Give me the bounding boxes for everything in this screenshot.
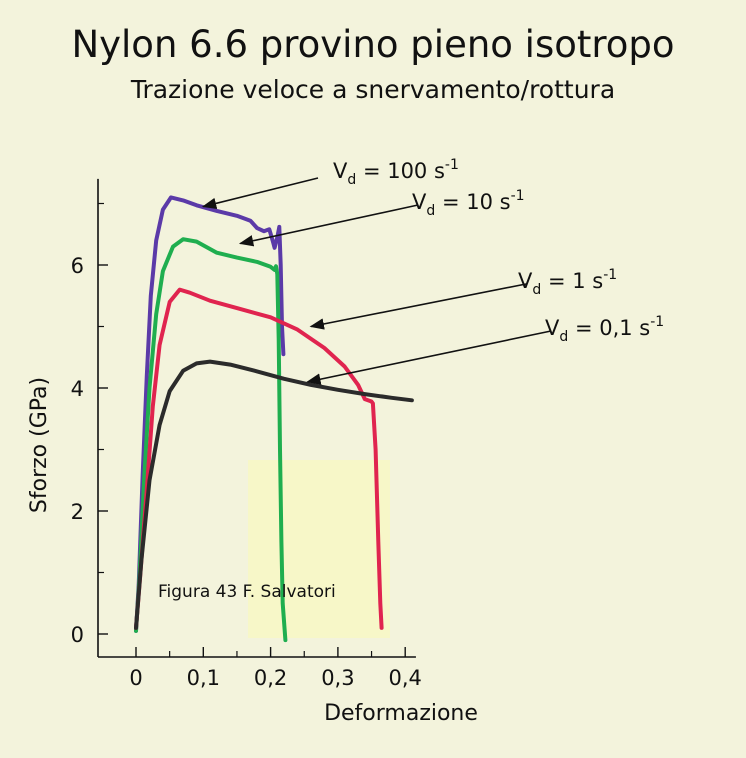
annotation-2: Vd = 10 s-1 (238, 188, 525, 247)
series-line-4 (134, 359, 414, 630)
x-tick-label: 0 (129, 666, 142, 690)
annotation-3: Vd = 1 s-1 (309, 267, 617, 330)
x-tick-label: 0,3 (321, 666, 354, 690)
x-tick-label: 0,2 (254, 666, 287, 690)
annotation-label: Vd = 100 s-1 (333, 157, 459, 188)
chart-title: Nylon 6.6 provino pieno isotropo (71, 23, 674, 66)
x-axis-label: Deformazione (324, 701, 478, 726)
annotation-layer: Vd = 100 s-1Vd = 10 s-1 Vd = 1 s-1 Vd = 0,… (201, 157, 664, 385)
annotation-4: Vd = 0,1 s-1 (306, 314, 664, 385)
annotation-arrow (309, 283, 527, 330)
series-line-1 (134, 195, 286, 633)
annotation-label: Vd = 0,1 s-1 (545, 314, 664, 345)
x-tick-label: 0,4 (388, 666, 421, 690)
credit-box (248, 460, 390, 638)
annotation-label: Vd = 1 s-1 (518, 267, 617, 298)
y-tick-label: 0 (71, 623, 84, 647)
y-tick-label: 4 (71, 377, 84, 401)
y-axis-label: Sforzo (GPa) (27, 377, 52, 513)
annotation-arrow (306, 330, 552, 385)
annotation-arrow (201, 177, 319, 210)
series-layer (134, 195, 414, 643)
series-line-3 (134, 287, 384, 630)
annotation-label: Vd = 10 s-1 (412, 188, 525, 219)
figure-credit: Figura 43 F. Salvatori (158, 582, 336, 602)
y-tick-label: 6 (71, 254, 84, 278)
annotation-arrow (238, 204, 419, 247)
x-tick-label: 0,1 (187, 666, 220, 690)
axes: 0 2 4 6 0 0,1 0,2 0,3 0,4 (71, 178, 422, 690)
annotation-1: Vd = 100 s-1 (201, 157, 459, 210)
series-line-2 (134, 237, 288, 643)
y-tick-label: 2 (71, 500, 84, 524)
chart-subtitle: Trazione veloce a snervamento/rottura (130, 75, 615, 104)
